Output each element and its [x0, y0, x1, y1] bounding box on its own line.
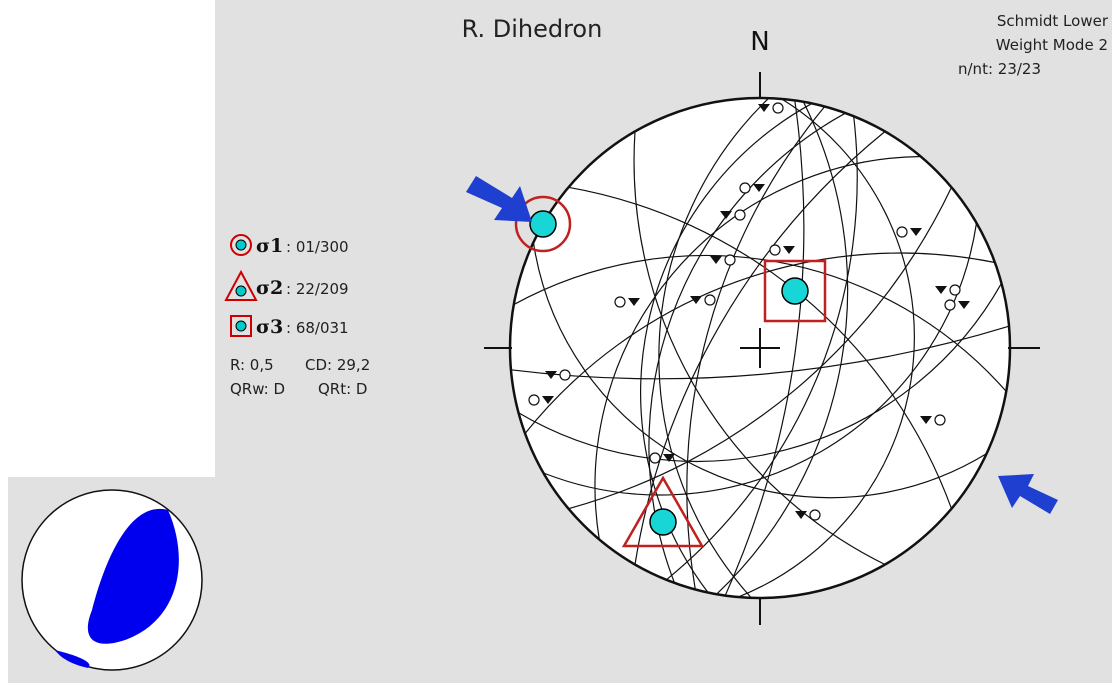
sigma2-triangle [621, 475, 705, 548]
great-circle [568, 187, 953, 510]
sigma3-square [763, 259, 827, 323]
slip-arrow [628, 298, 640, 306]
great-circle [716, 101, 849, 595]
compression-arrow [466, 176, 532, 222]
sigma3-point [781, 277, 809, 305]
sigma3-icon [235, 320, 247, 332]
sigma-symbol: σ2 [256, 277, 283, 299]
fault-pole [949, 284, 961, 296]
beachball [21, 489, 203, 671]
slip-arrow [690, 296, 702, 304]
fault-pole [769, 244, 781, 256]
stat-cd: CD: 29,2 [305, 356, 370, 374]
slip-arrow [783, 246, 795, 254]
fault-pole [559, 369, 571, 381]
ticks [484, 72, 1040, 625]
great-circle [686, 106, 826, 590]
slip-arrow [795, 511, 807, 519]
weight-mode: Weight Mode 2 [996, 36, 1108, 54]
great-circle [594, 155, 921, 540]
slip-arrow [753, 184, 765, 192]
fault-pole [614, 296, 626, 308]
great-circle [658, 97, 770, 599]
principal-axes [466, 176, 1058, 548]
fault-pole [944, 299, 956, 311]
sigma2-icon [224, 269, 258, 301]
beachball-compression [87, 508, 179, 644]
fault-pole [934, 414, 946, 426]
compression-arrow [998, 474, 1058, 514]
fault-pole [772, 102, 784, 114]
count: n/nt: 23/23 [958, 60, 1041, 78]
sigma1-icon [230, 234, 252, 256]
fault-pole [704, 294, 716, 306]
sigma-symbol: σ3 [256, 316, 283, 338]
fault-pole [809, 509, 821, 521]
great-circle [532, 242, 987, 499]
great-circle [633, 131, 886, 566]
title: R. Dihedron [462, 15, 603, 43]
great-circle [724, 100, 805, 596]
slip-arrow [920, 416, 932, 424]
fault-pole [724, 254, 736, 266]
stat-qrt: QRt: D [318, 380, 367, 398]
slip-arrow [710, 256, 722, 264]
stat-r: R: 0,5 [230, 356, 274, 374]
fault-pole [649, 452, 661, 464]
great-circle [648, 112, 846, 584]
fault-pole [739, 182, 751, 194]
sigma-value: : 22/209 [286, 280, 349, 298]
slip-arrow [958, 301, 970, 309]
slip-arrow [935, 286, 947, 294]
fault-pole [896, 226, 908, 238]
great-circle [518, 282, 1003, 462]
sigma2-icon [235, 285, 247, 297]
fault-pole [734, 209, 746, 221]
stat-qrw: QRw: D [230, 380, 285, 398]
north-label: N [750, 27, 769, 57]
slip-arrow [545, 371, 557, 379]
great-circle [510, 325, 1010, 380]
sigma-value: : 68/031 [286, 319, 349, 337]
legend: σ1 : 01/300 σ2 : 22/209 σ3 : 68/031 R: 0… [224, 234, 370, 398]
slip-arrow [542, 396, 554, 404]
projection: Schmidt Lower [997, 12, 1109, 30]
great-circle [665, 116, 858, 581]
sigma2-point [649, 508, 677, 536]
slip-arrow [910, 228, 922, 236]
sigma1-icon [235, 239, 247, 251]
great-circle [524, 252, 996, 434]
sigma-symbol: σ1 [256, 235, 283, 257]
beachball-compression [55, 650, 90, 668]
sigma-value: : 01/300 [286, 238, 349, 256]
fault-pole [528, 394, 540, 406]
sigma3-icon [230, 315, 252, 337]
sigma1-ring [514, 195, 572, 253]
sigma1-point [529, 210, 557, 238]
slip-arrow [663, 454, 675, 462]
slip-arrow [758, 104, 770, 112]
slip-arrow [720, 211, 732, 219]
